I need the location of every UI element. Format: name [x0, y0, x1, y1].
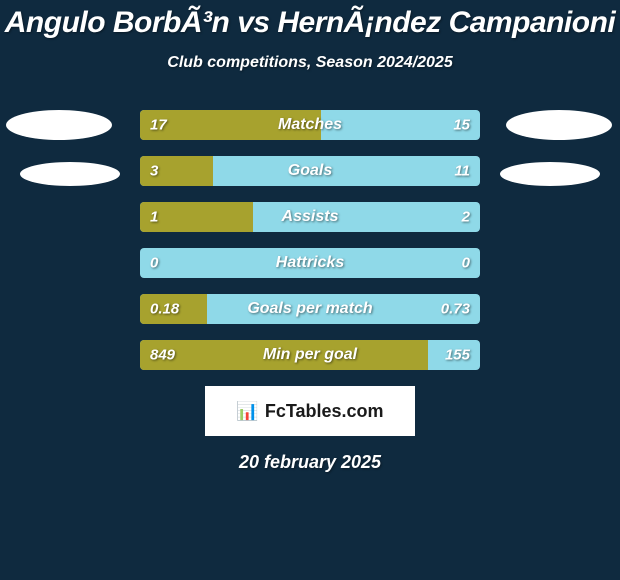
date-text: 20 february 2025 — [0, 452, 620, 473]
stat-row: 17 Matches 15 — [140, 110, 480, 140]
stat-label: Min per goal — [263, 346, 357, 364]
decor-ellipse — [20, 162, 120, 186]
stat-label: Goals — [288, 162, 332, 180]
stat-value-right: 2 — [462, 209, 470, 226]
subtitle: Club competitions, Season 2024/2025 — [0, 54, 620, 72]
stat-row: 0.18 Goals per match 0.73 — [140, 294, 480, 324]
chart-area: 17Matches153Goals111Assists20Hattricks00… — [0, 110, 620, 370]
stat-value-right: 155 — [445, 347, 470, 364]
bars-container: 17Matches153Goals111Assists20Hattricks00… — [140, 110, 480, 370]
stat-value-left: 17 — [150, 117, 167, 134]
stat-label: Assists — [282, 208, 339, 226]
stat-value-left: 3 — [150, 163, 158, 180]
stat-row: 1 Assists 2 — [140, 202, 480, 232]
player-avatar-right — [506, 110, 612, 140]
stat-label: Matches — [278, 116, 342, 134]
player-avatar-left — [6, 110, 112, 140]
chart-icon: 📊 — [236, 402, 258, 420]
stat-value-left: 0.18 — [150, 301, 179, 318]
logo-text: FcTables.com — [265, 401, 384, 422]
stat-row: 3 Goals 11 — [140, 156, 480, 186]
page-title: Angulo BorbÃ³n vs HernÃ¡ndez Campanioni — [0, 0, 620, 40]
stat-value-left: 849 — [150, 347, 175, 364]
stat-row: 0 Hattricks 0 — [140, 248, 480, 278]
decor-ellipse — [500, 162, 600, 186]
stat-value-right: 0 — [462, 255, 470, 272]
comparison-infographic: Angulo BorbÃ³n vs HernÃ¡ndez Campanioni … — [0, 0, 620, 580]
stat-value-left: 0 — [150, 255, 158, 272]
stat-value-right: 0.73 — [441, 301, 470, 318]
stat-label: Hattricks — [276, 254, 344, 272]
stat-value-right: 15 — [453, 117, 470, 134]
stat-label: Goals per match — [247, 300, 372, 318]
stat-row: 849 Min per goal 155 — [140, 340, 480, 370]
stat-value-left: 1 — [150, 209, 158, 226]
stat-value-right: 11 — [454, 163, 470, 180]
logo-box: 📊 FcTables.com — [205, 386, 415, 436]
